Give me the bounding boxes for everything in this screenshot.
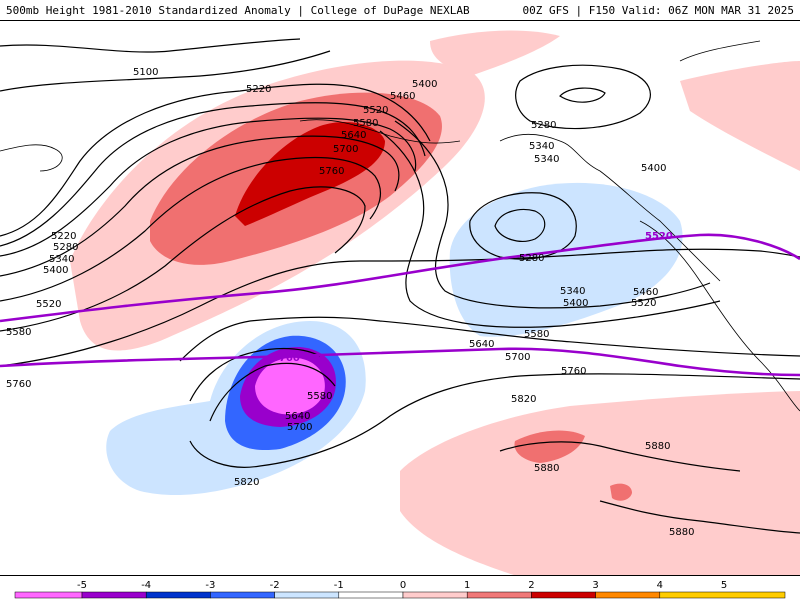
map-panel: 5100 5220 5220 5280 5340 5400 5460 5520 … xyxy=(0,20,800,576)
colorbar-tick-label: 3 xyxy=(592,580,598,591)
colorbar-tick-label: 1 xyxy=(464,580,470,591)
positive-anomaly-light-south xyxy=(400,391,800,575)
negative-anomaly-extreme-cutoff xyxy=(255,357,325,415)
contour-label: 5340 xyxy=(560,286,585,297)
model-run-info: 00Z GFS | F150 Valid: 06Z MON MAR 31 202… xyxy=(522,4,794,17)
contour-label: 5640 xyxy=(285,411,310,422)
contour-label: 5460 xyxy=(390,91,415,102)
contour-label: 5880 xyxy=(534,463,559,474)
contour-label: 5640 xyxy=(469,339,494,350)
contour-label: 5280 xyxy=(519,253,544,264)
contour-label: 5400 xyxy=(43,265,68,276)
contour-label: 5880 xyxy=(645,441,670,452)
highlight-contours xyxy=(0,233,800,377)
map-title: 500mb Height 1981-2010 Standardized Anom… xyxy=(6,4,470,17)
contour-label: 5880 xyxy=(669,527,694,538)
contour-label: 5820 xyxy=(234,477,259,488)
contour-label: 5820 xyxy=(511,394,536,405)
colorbar-segment xyxy=(531,591,596,599)
contour-label: 5700 xyxy=(333,144,358,155)
colorbar-segment xyxy=(274,591,340,599)
colorbar-ticks: -5 -4 -3 -2 -1 0 1 2 3 4 5 xyxy=(77,580,727,591)
colorbar-canvas: -5 -4 -3 -2 -1 0 1 2 3 4 5 xyxy=(14,580,786,599)
positive-anomaly-light-east xyxy=(680,61,800,171)
contour-label: 5340 xyxy=(529,141,554,152)
contour-label: 5220 xyxy=(246,84,271,95)
contour-label: 5400 xyxy=(641,163,666,174)
positive-anomaly-mid-south xyxy=(514,430,585,463)
contour-label: 5400 xyxy=(412,79,437,90)
contour-label: 5520 xyxy=(36,299,61,310)
coastlines xyxy=(0,40,800,412)
colorbar-segment xyxy=(145,591,211,599)
colorbar-tick-label: 0 xyxy=(400,580,406,591)
colorbar-segment xyxy=(595,591,661,599)
negative-anomaly-light-ne-pacific xyxy=(449,182,683,337)
height-contours xyxy=(0,38,800,534)
colorbar-tick-label: -2 xyxy=(270,580,280,591)
colorbar-tick-label: -5 xyxy=(77,580,87,591)
anomaly-shading xyxy=(70,30,800,575)
contour-label: 5460 xyxy=(633,287,658,298)
colorbar-segment xyxy=(466,591,532,599)
contour-label: 5580 xyxy=(6,327,31,338)
positive-anomaly-strong xyxy=(235,121,385,226)
contour-label: 5100 xyxy=(133,67,158,78)
colorbar-segment xyxy=(210,591,275,599)
contour-label: 5280 xyxy=(53,242,78,253)
contour-label: 5520 xyxy=(645,231,673,242)
colorbar-tick-label: -3 xyxy=(205,580,215,591)
contour-label: 5700 xyxy=(287,422,312,433)
header-bar: 500mb Height 1981-2010 Standardized Anom… xyxy=(0,0,800,20)
contour-label: 5520 xyxy=(631,298,656,309)
colorbar: -5 -4 -3 -2 -1 0 1 2 3 4 5 xyxy=(0,576,800,600)
colorbar-segment xyxy=(659,591,786,599)
positive-anomaly-light-ne xyxy=(430,30,560,76)
contour-label: 5700 xyxy=(505,352,530,363)
contour-label: 5760 xyxy=(6,379,31,390)
contour-label: 5520 xyxy=(363,105,388,116)
contour-label: 5640 xyxy=(341,130,366,141)
colorbar-tick-label: 5 xyxy=(721,580,727,591)
contour-label: 5760 xyxy=(319,166,344,177)
colorbar-segment xyxy=(402,591,468,599)
colorbar-segments xyxy=(14,591,786,599)
contour-label: 5580 xyxy=(307,391,332,402)
contour-label: 5340 xyxy=(534,154,559,165)
contour-labels: 5100 5220 5220 5280 5340 5400 5460 5520 … xyxy=(6,67,694,538)
colorbar-segment xyxy=(81,591,147,599)
colorbar-tick-label: 4 xyxy=(657,580,663,591)
contour-label: 5580 xyxy=(524,329,549,340)
colorbar-tick-label: -1 xyxy=(334,580,344,591)
contour-label: 5400 xyxy=(563,298,588,309)
colorbar-tick-label: -4 xyxy=(141,580,151,591)
contour-label: 5760 xyxy=(561,366,586,377)
contour-label: 5340 xyxy=(49,254,74,265)
contour-label: 5280 xyxy=(531,120,556,131)
contour-label: 5580 xyxy=(353,118,378,129)
contour-label: 5760 xyxy=(272,353,300,364)
colorbar-segment xyxy=(338,591,404,599)
contour-label: 5220 xyxy=(51,231,76,242)
colorbar-segment xyxy=(14,591,83,599)
colorbar-tick-label: 2 xyxy=(528,580,534,591)
map-canvas: 5100 5220 5220 5280 5340 5400 5460 5520 … xyxy=(0,30,800,575)
positive-anomaly-mid-south-small xyxy=(610,483,632,501)
